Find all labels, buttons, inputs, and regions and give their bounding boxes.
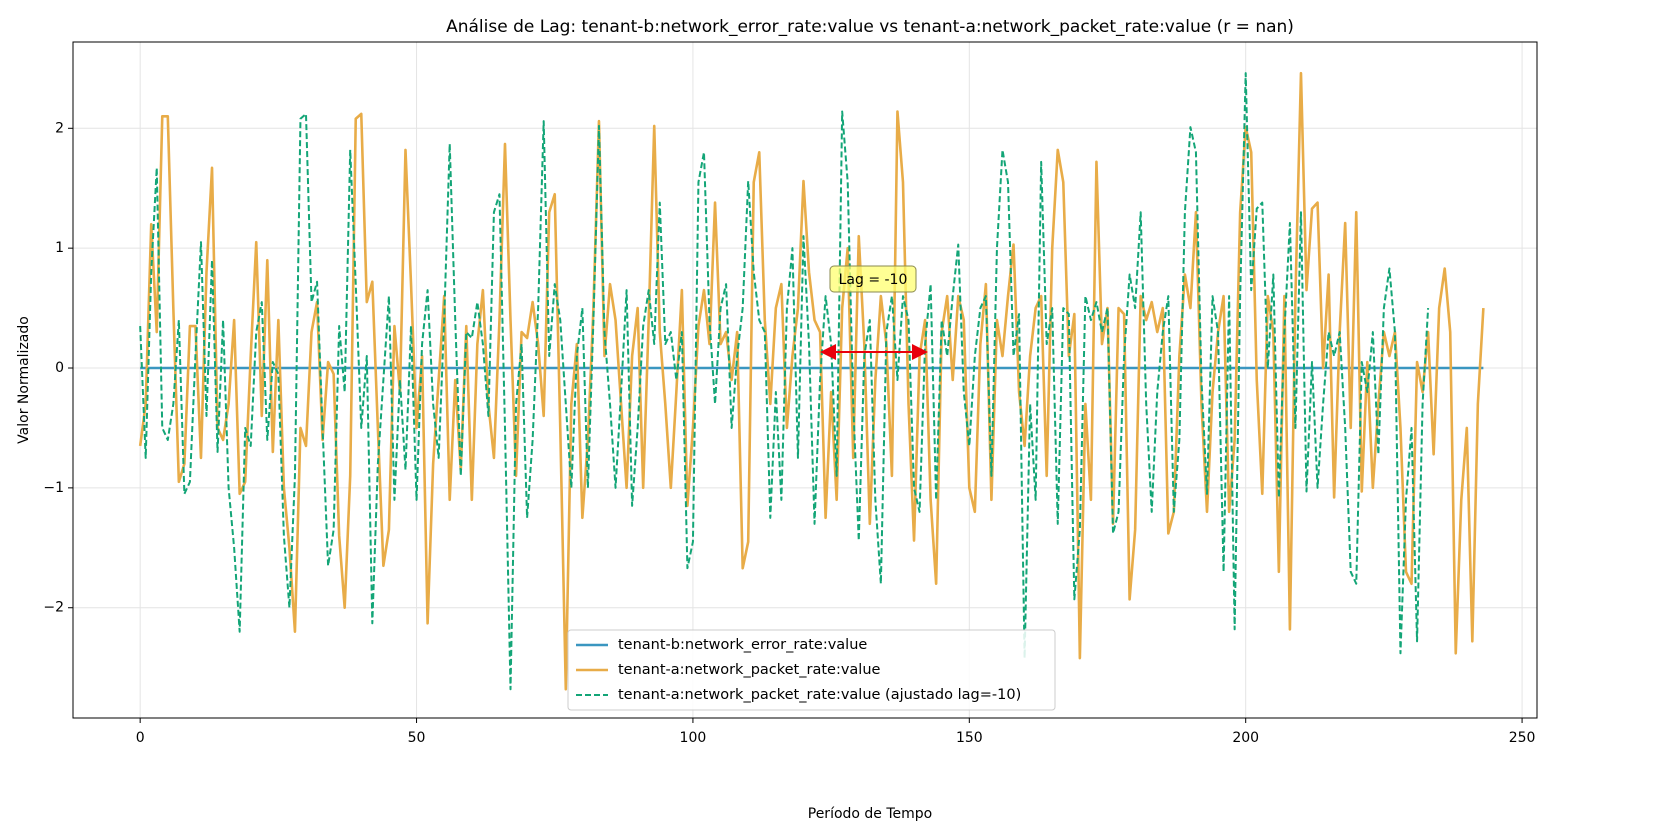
x-tick-label: 250 — [1509, 730, 1536, 746]
y-tick-label: 2 — [55, 120, 64, 136]
x-tick-label: 50 — [408, 730, 426, 746]
legend-label: tenant-b:network_error_rate:value — [618, 637, 867, 653]
x-axis-label: Período de Tempo — [808, 806, 933, 822]
x-tick-label: 100 — [680, 730, 707, 746]
legend-box — [567, 629, 1056, 711]
y-tick-label: −1 — [43, 480, 64, 496]
annotation: Lag = -10 — [839, 272, 908, 288]
annotation-box — [829, 265, 917, 293]
x-tick-label: 150 — [956, 730, 983, 746]
series-line — [138, 71, 1485, 691]
legend-label: tenant-a:network_packet_rate:value (ajus… — [618, 687, 1021, 703]
chart-title: Análise de Lag: tenant-b:network_error_r… — [446, 17, 1294, 37]
plot-frame — [72, 41, 1538, 719]
y-tick-label: −2 — [43, 600, 64, 616]
ticks: 0 50 100 150 200 250 −2 −1 0 1 2 — [43, 120, 1535, 746]
y-axis-label: Valor Normalizado — [16, 316, 32, 444]
y-tick-label: 0 — [55, 360, 64, 376]
legend: tenant-b:network_error_rate:value tenant-… — [567, 629, 1056, 711]
x-tick-label: 200 — [1232, 730, 1259, 746]
series-line — [139, 72, 1430, 691]
y-tick-label: 1 — [55, 240, 64, 256]
x-tick-label: 0 — [136, 730, 145, 746]
legend-label: tenant-a:network_packet_rate:value — [618, 662, 881, 678]
plot-lines — [138, 71, 1485, 691]
